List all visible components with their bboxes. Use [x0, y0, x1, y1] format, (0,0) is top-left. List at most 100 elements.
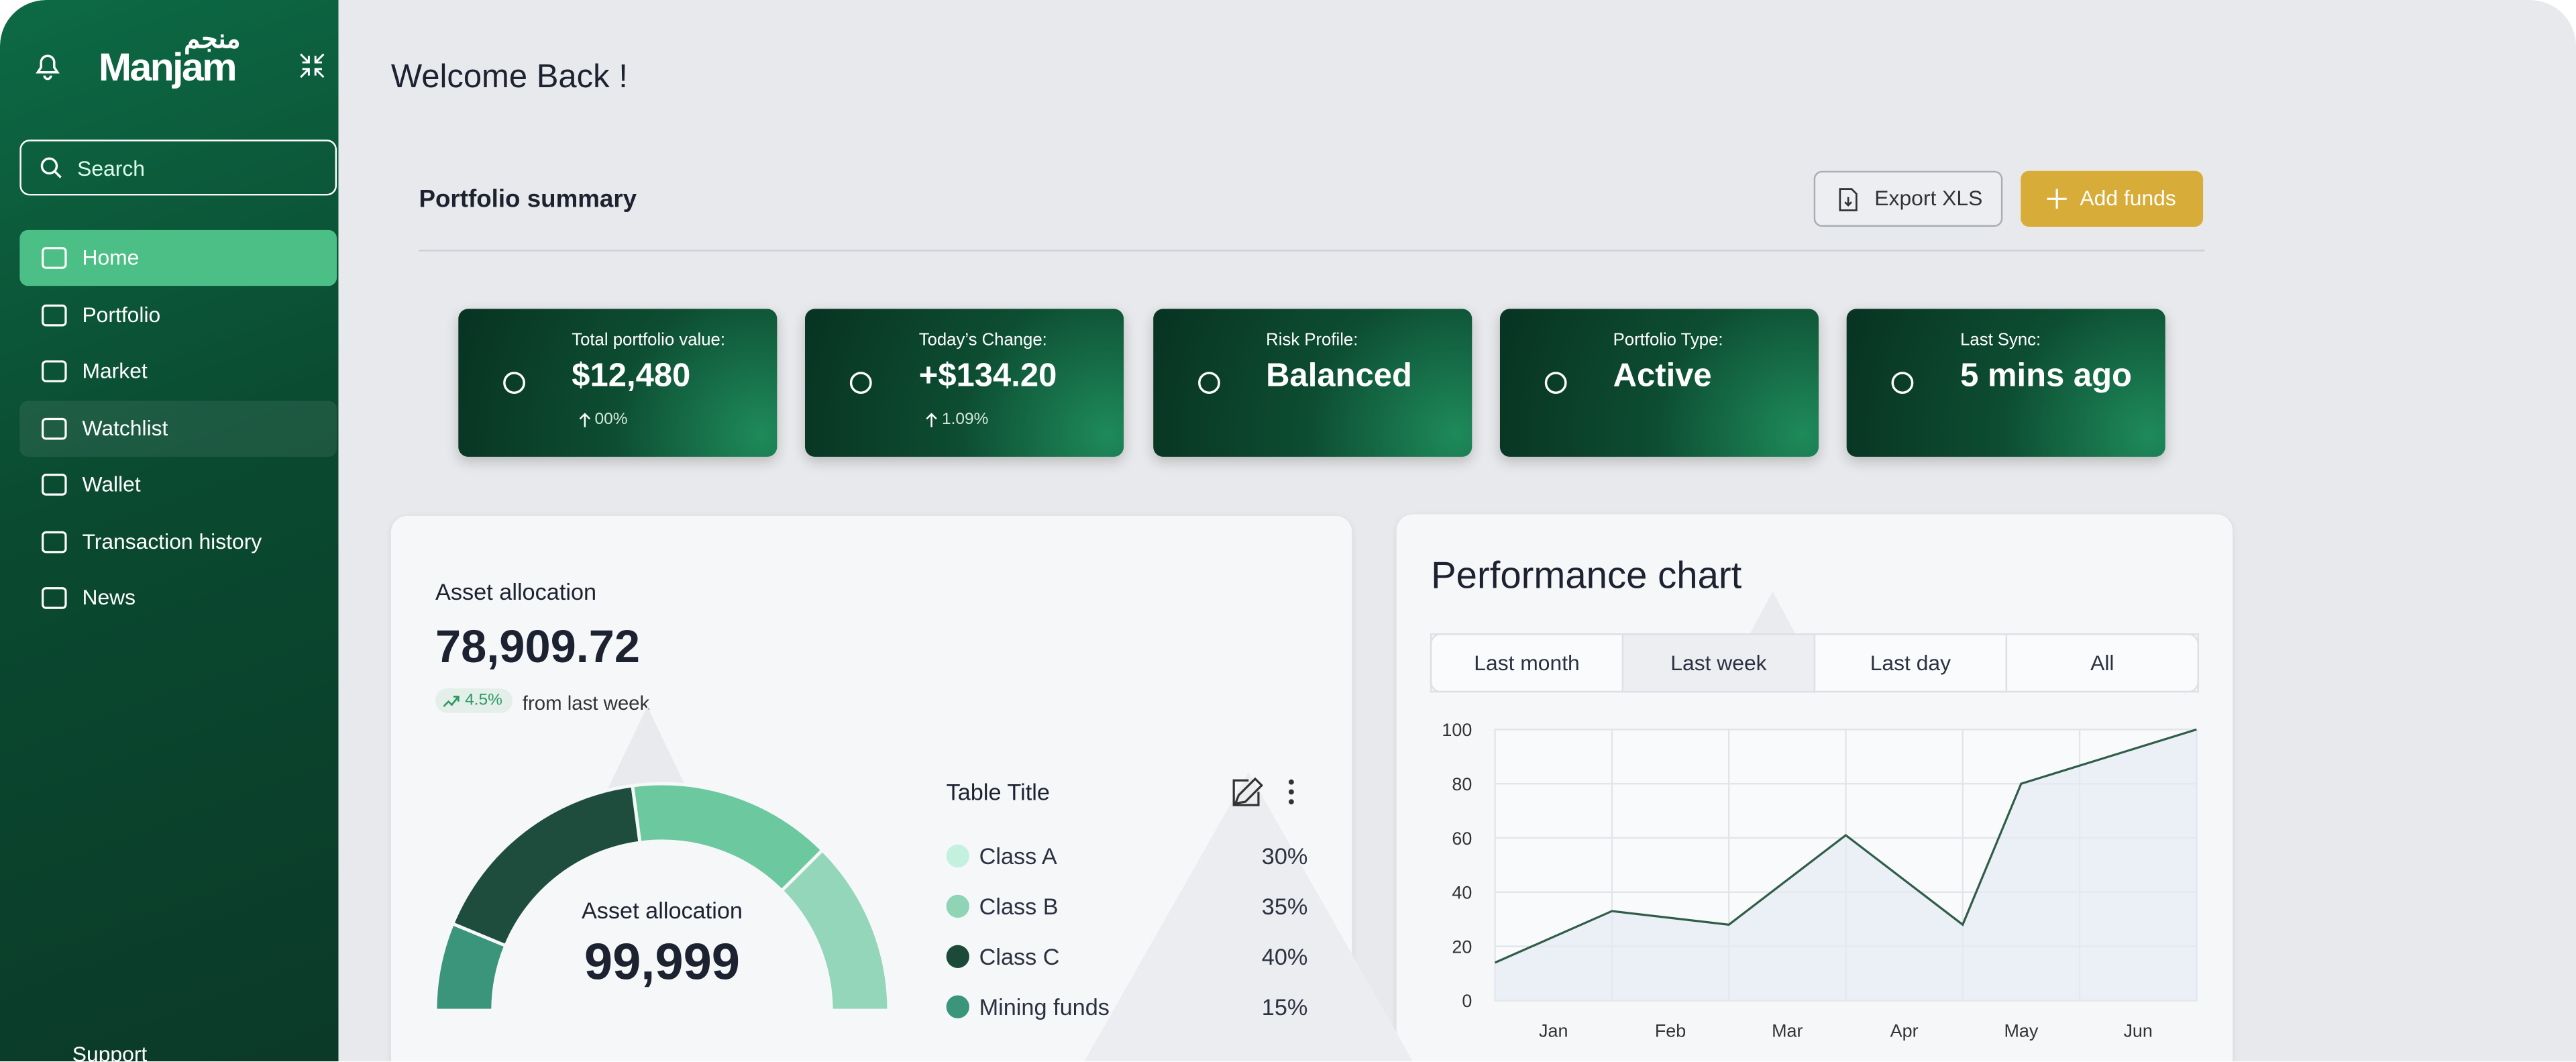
card-label: Risk Profile:	[1266, 330, 1358, 350]
legend-dot	[946, 995, 969, 1018]
search-box[interactable]: Search	[19, 140, 337, 196]
more-icon	[1288, 799, 1294, 805]
icon-shape	[42, 587, 67, 609]
arrow-shape	[926, 413, 938, 427]
card-label: Last Sync:	[1960, 330, 2041, 350]
legend-dot	[946, 844, 969, 868]
search-placeholder: Search	[77, 156, 146, 181]
support-link[interactable]: Support	[72, 1041, 148, 1062]
x-tick-label: Mar	[1772, 1020, 1803, 1041]
card-change: 00%	[594, 411, 628, 429]
asset-title: Asset allocation	[435, 578, 597, 605]
nav-item[interactable]: Market	[19, 343, 337, 399]
tab[interactable]	[1621, 633, 1816, 693]
bell-icon[interactable]	[33, 49, 62, 82]
asset-total: 78,909.72	[435, 621, 641, 672]
y-tick-label: 40	[1452, 883, 1472, 903]
chart-title: Performance chart	[1431, 554, 1742, 596]
card-icon	[1544, 372, 1567, 394]
nav-icon	[42, 303, 67, 326]
legend-value: 30%	[1262, 844, 1308, 869]
nav-item[interactable]: Portfolio	[19, 286, 337, 342]
decor	[608, 706, 687, 789]
plus-icon	[2047, 189, 2067, 209]
x-tick-label: Jun	[2123, 1020, 2152, 1041]
more-icon	[1288, 779, 1294, 785]
search-icon	[40, 157, 62, 178]
tab-label[interactable]: Last day	[1870, 651, 1951, 675]
donut-center-title: Asset allocation	[582, 898, 743, 924]
section-title: Portfolio summary	[419, 185, 637, 214]
collapse-icon[interactable]	[299, 52, 325, 78]
summary-card: Risk Profile: Balanced	[1152, 309, 1472, 457]
icon-shape	[42, 247, 67, 269]
legend-value: 35%	[1262, 894, 1308, 920]
file-icon	[1839, 188, 1858, 211]
y-tick-label: 80	[1452, 774, 1472, 794]
edit-icon	[1232, 777, 1264, 806]
card-label: Portfolio Type:	[1613, 330, 1723, 350]
legend-label: Class B	[979, 894, 1059, 920]
nav-item[interactable]: Wallet	[19, 457, 337, 513]
y-tick-label: 60	[1452, 829, 1472, 849]
icon-shape	[1544, 372, 1567, 394]
tab-label[interactable]: Last week	[1670, 651, 1766, 675]
icon-shape	[1197, 372, 1220, 394]
trend-icon	[443, 696, 460, 708]
nav-item[interactable]: Watchlist	[19, 400, 337, 456]
card-icon	[850, 372, 873, 394]
nav-item[interactable]: Home	[19, 229, 337, 286]
card-value: Balanced	[1266, 358, 1412, 394]
card-icon	[503, 372, 525, 394]
x-tick-label: May	[2004, 1020, 2038, 1041]
donut-segment	[779, 847, 891, 1012]
line	[1494, 728, 2197, 964]
tab-label[interactable]: All	[2090, 651, 2114, 675]
legend-dot	[946, 894, 969, 918]
summary-card: Portfolio Type: Active	[1499, 309, 1819, 457]
icon-shape	[42, 417, 67, 439]
area	[1495, 729, 2197, 1001]
decor	[1084, 772, 1413, 1062]
more-icon	[1288, 789, 1294, 795]
legend-value: 40%	[1262, 945, 1308, 970]
icon-shape	[503, 372, 525, 394]
add-funds-label: Add funds	[2080, 185, 2176, 211]
card-label: Today’s Change:	[918, 330, 1047, 350]
asset-change: 4.5%	[465, 692, 502, 710]
y-tick-label: 100	[1442, 720, 1472, 740]
nav-icon	[42, 587, 67, 609]
card-value: 5 mins ago	[1960, 358, 2132, 394]
icon-shape	[42, 530, 67, 553]
nav-item[interactable]: Transaction history	[19, 513, 337, 569]
donut-segment	[631, 782, 825, 894]
up-arrow	[579, 413, 591, 427]
tab-label[interactable]: Last month	[1474, 651, 1579, 675]
nav-icon	[42, 360, 67, 382]
summary-card: Today’s Change: +$134.20 1.09%	[805, 309, 1124, 457]
decor	[1750, 591, 1796, 635]
add-funds-button[interactable]: Add funds	[2021, 170, 2204, 227]
table-title: Table Title	[947, 780, 1050, 806]
icon-shape	[42, 474, 67, 496]
card-change: 1.09%	[942, 411, 989, 429]
card-value: $12,480	[572, 358, 691, 394]
nav-icon	[42, 247, 67, 269]
icon-shape	[1891, 372, 1914, 394]
divider	[419, 250, 2205, 252]
icon-shape	[42, 360, 67, 382]
y-tick-label: 20	[1452, 937, 1472, 957]
x-tick-label: Apr	[1890, 1020, 1919, 1041]
nav-item[interactable]: News	[19, 570, 337, 626]
tab[interactable]	[2005, 633, 2199, 693]
x-tick-label: Jan	[1539, 1020, 1568, 1041]
logo-arabic: منجم	[184, 26, 241, 54]
card-icon	[1891, 372, 1914, 394]
export-button[interactable]: Export XLS	[1813, 170, 2003, 227]
x-tick-label: Feb	[1655, 1020, 1686, 1041]
nav-icon	[42, 530, 67, 553]
legend-label: Class C	[979, 945, 1060, 970]
